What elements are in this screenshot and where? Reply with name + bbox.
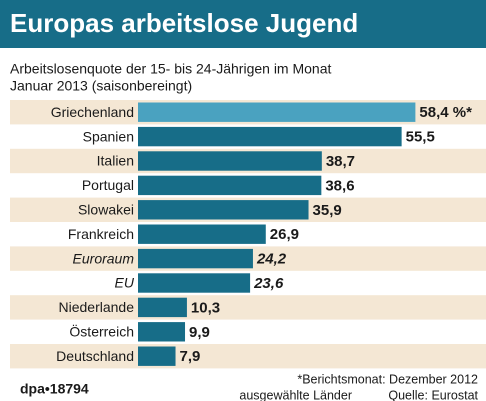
value-label: 24,2: [256, 251, 287, 268]
bar: [138, 346, 176, 366]
value-label: 10,3: [191, 299, 220, 316]
bar: [138, 200, 309, 220]
category-label: Deutschland: [56, 348, 134, 364]
footnote: *Berichtsmonat: Dezember 2012: [297, 372, 478, 386]
category-label: EU: [115, 275, 135, 291]
category-label: Niederlande: [59, 299, 135, 315]
bar: [138, 297, 187, 318]
footnote: Quelle: Eurostat: [388, 388, 478, 401]
title-bar: [0, 0, 486, 48]
footnote: ausgewählte Länder: [239, 388, 352, 401]
bar: [138, 175, 322, 196]
bar: [138, 248, 253, 269]
row-background: [10, 295, 486, 320]
category-label: Österreich: [69, 323, 134, 340]
category-label: Italien: [97, 153, 134, 169]
bar: [138, 102, 416, 122]
value-label: 26,9: [270, 226, 299, 243]
bar: [138, 126, 402, 147]
credit: dpa•18794: [20, 381, 89, 397]
category-label: Frankreich: [68, 226, 134, 242]
bar: [138, 224, 266, 244]
value-label: 38,6: [325, 177, 354, 194]
value-label: 7,9: [180, 348, 201, 365]
bar: [138, 322, 186, 342]
row-background: [10, 344, 486, 369]
value-label: 58,4 %*: [419, 104, 472, 121]
category-label: Euroraum: [73, 250, 135, 266]
chart-title: Europas arbeitslose Jugend: [10, 8, 358, 38]
category-label: Spanien: [83, 128, 134, 144]
category-label: Griechenland: [51, 104, 134, 120]
value-label: 35,9: [313, 202, 342, 219]
value-label: 38,7: [326, 153, 355, 170]
bar: [138, 273, 251, 293]
category-label: Portugal: [82, 177, 134, 193]
subtitle: Arbeitslosenquote der 15- bis 24-Jährige…: [10, 61, 332, 77]
value-label: 23,6: [253, 275, 284, 292]
category-label: Slowakei: [78, 202, 134, 218]
value-label: 55,5: [406, 129, 435, 146]
value-label: 9,9: [189, 324, 210, 341]
bar: [138, 151, 322, 171]
subtitle: Januar 2013 (saisonbereingt): [10, 78, 192, 94]
